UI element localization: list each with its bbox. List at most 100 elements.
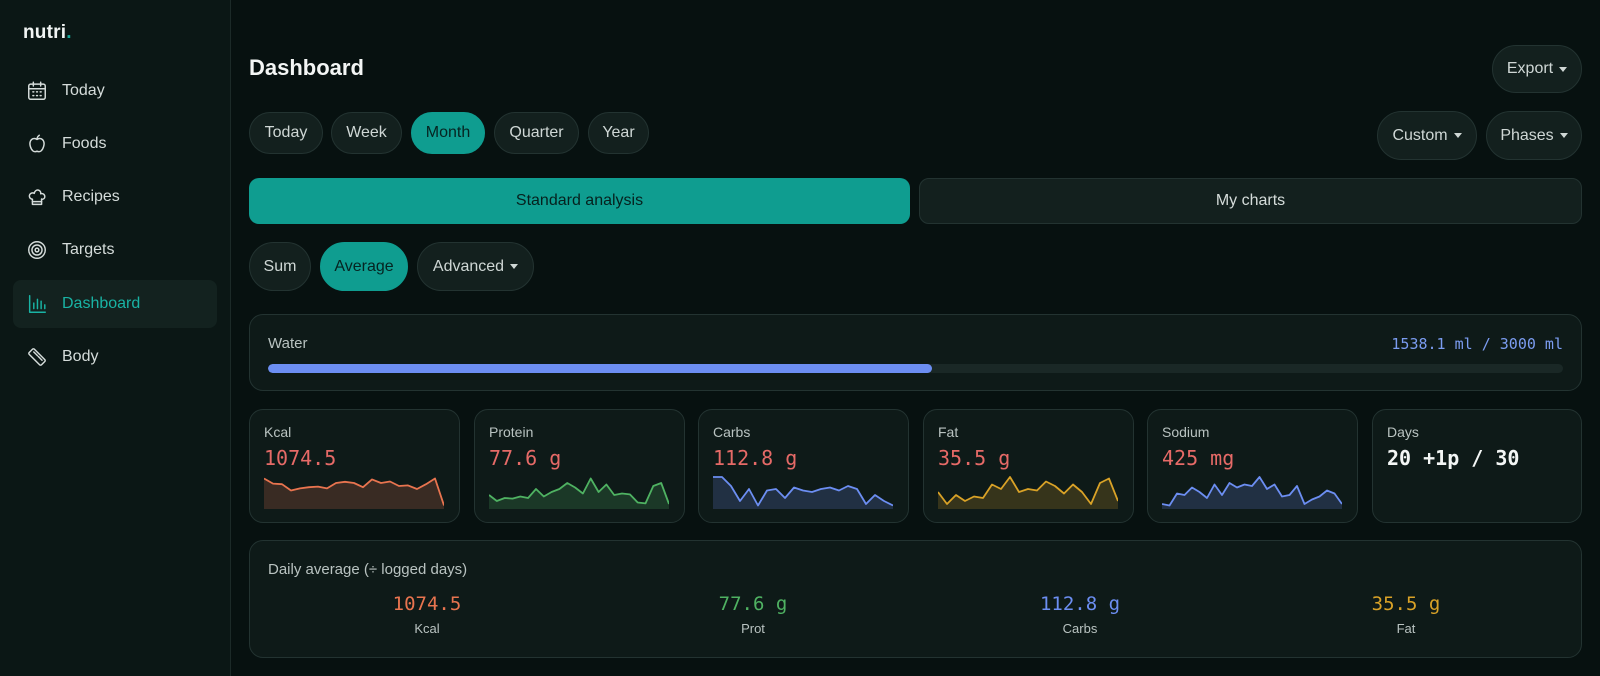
stat-value: 35.5 g [938,446,1011,470]
protein-sparkline [489,477,669,509]
stat-label: Kcal [264,424,292,440]
sparkline-line [938,476,1118,505]
water-progress-fill [268,364,932,373]
stat-card-kcal[interactable]: Kcal 1074.5 [249,409,460,523]
period-today[interactable]: Today [249,112,323,154]
avg-protein: 77.6 g Prot [673,593,833,636]
period-quarter[interactable]: Quarter [494,112,579,154]
tab-standard-analysis[interactable]: Standard analysis [249,178,910,224]
avg-label: Fat [1396,621,1416,636]
period-label: Year [602,124,635,141]
sidebar-item-label: Dashboard [62,295,141,312]
stat-value: 425 mg [1162,446,1235,470]
apple-icon [26,133,48,155]
custom-range-button[interactable]: Custom [1377,111,1477,160]
stat-value: 112.8 g [713,446,798,470]
target-icon [26,239,48,261]
sidebar-item-dashboard[interactable]: Dashboard [13,280,217,328]
water-progress-track [268,364,1563,373]
sidebar-item-targets[interactable]: Targets [13,226,217,274]
sidebar-item-label: Body [62,348,99,365]
daily-average-title: Daily average (÷ logged days) [268,561,468,578]
stat-card-carbs[interactable]: Carbs 112.8 g [698,409,909,523]
sidebar-item-body[interactable]: Body [13,333,217,381]
chevron-down-icon [510,264,519,269]
avg-value: 35.5 g [1371,593,1441,615]
fat-sparkline [938,476,1118,509]
days-value: 20 +1p / 30 [1387,446,1520,470]
sidebar-item-label: Foods [62,135,107,152]
carbs-sparkline [713,476,893,509]
sidebar-item-recipes[interactable]: Recipes [13,173,217,221]
kcal-sparkline [264,477,444,509]
avg-fat: 35.5 g Fat [1326,593,1486,636]
period-label: Week [346,124,387,141]
avg-value: 112.8 g [1039,593,1121,615]
period-label: Quarter [509,124,564,141]
stat-card-sodium[interactable]: Sodium 425 mg [1147,409,1358,523]
avg-label: Kcal [414,621,440,636]
sparkline-line [264,477,444,506]
chevron-down-icon [1559,66,1568,72]
stat-value: 77.6 g [489,446,562,470]
chevron-down-icon [1559,133,1568,138]
calendar-icon [26,80,48,102]
sidebar-item-label: Today [62,82,105,99]
export-label: Export [1506,60,1554,77]
avg-value: 1074.5 [392,593,462,615]
custom-label: Custom [1392,126,1448,144]
export-button[interactable]: Export [1492,45,1582,93]
bar-chart-icon [26,293,48,315]
sidebar-item-label: Recipes [62,188,120,205]
period-year[interactable]: Year [588,112,649,154]
sparkline-area [1162,477,1342,509]
sidebar: nutri. Today Foods Recipes Targets Dashb… [0,0,231,676]
phases-label: Phases [1500,126,1554,144]
period-label: Today [264,124,308,141]
mode-label: Advanced [432,257,505,275]
water-label: Water [268,335,308,352]
stat-label: Sodium [1162,424,1210,440]
sparkline-line [489,477,669,505]
mode-label: Sum [263,257,297,275]
period-label: Month [425,124,471,141]
mode-advanced[interactable]: Advanced [417,242,534,291]
mode-sum[interactable]: Sum [249,242,311,291]
tab-my-charts[interactable]: My charts [919,178,1582,224]
avg-label: Carbs [1062,621,1098,636]
stat-label: Days [1387,424,1419,440]
daily-average-card: Daily average (÷ logged days) 1074.5 Kca… [249,540,1582,658]
sparkline-area [489,478,669,509]
stat-card-fat[interactable]: Fat 35.5 g [923,409,1134,523]
avg-value: 77.6 g [718,593,788,615]
mode-average[interactable]: Average [320,242,408,291]
sparkline-area [713,477,893,509]
sparkline-line [1162,476,1342,507]
avg-label: Prot [741,621,765,636]
tab-label: My charts [1215,192,1286,209]
avg-carbs: 112.8 g Carbs [1000,593,1160,636]
stat-value: 1074.5 [264,446,337,470]
sidebar-item-today[interactable]: Today [13,67,217,115]
chevron-down-icon [1453,133,1462,138]
stat-card-days[interactable]: Days 20 +1p / 30 [1372,409,1582,523]
sodium-sparkline [1162,476,1342,509]
phases-button[interactable]: Phases [1486,111,1582,160]
sparkline-line [713,476,893,507]
app-logo[interactable]: nutri. [23,22,72,43]
stat-label: Carbs [713,424,751,440]
chef-hat-icon [26,186,48,208]
period-week[interactable]: Week [331,112,402,154]
sidebar-item-label: Targets [62,241,115,258]
stat-label: Fat [938,424,959,440]
period-month[interactable]: Month [411,112,485,154]
water-card: Water 1538.1 ml / 3000 ml [249,314,1582,391]
water-value: 1538.1 ml / 3000 ml [1391,335,1563,353]
stat-label: Protein [489,424,534,440]
ruler-icon [26,346,48,368]
avg-kcal: 1074.5 Kcal [347,593,507,636]
stat-card-protein[interactable]: Protein 77.6 g [474,409,685,523]
mode-label: Average [334,257,394,275]
tab-label: Standard analysis [515,192,644,209]
sidebar-item-foods[interactable]: Foods [13,120,217,168]
